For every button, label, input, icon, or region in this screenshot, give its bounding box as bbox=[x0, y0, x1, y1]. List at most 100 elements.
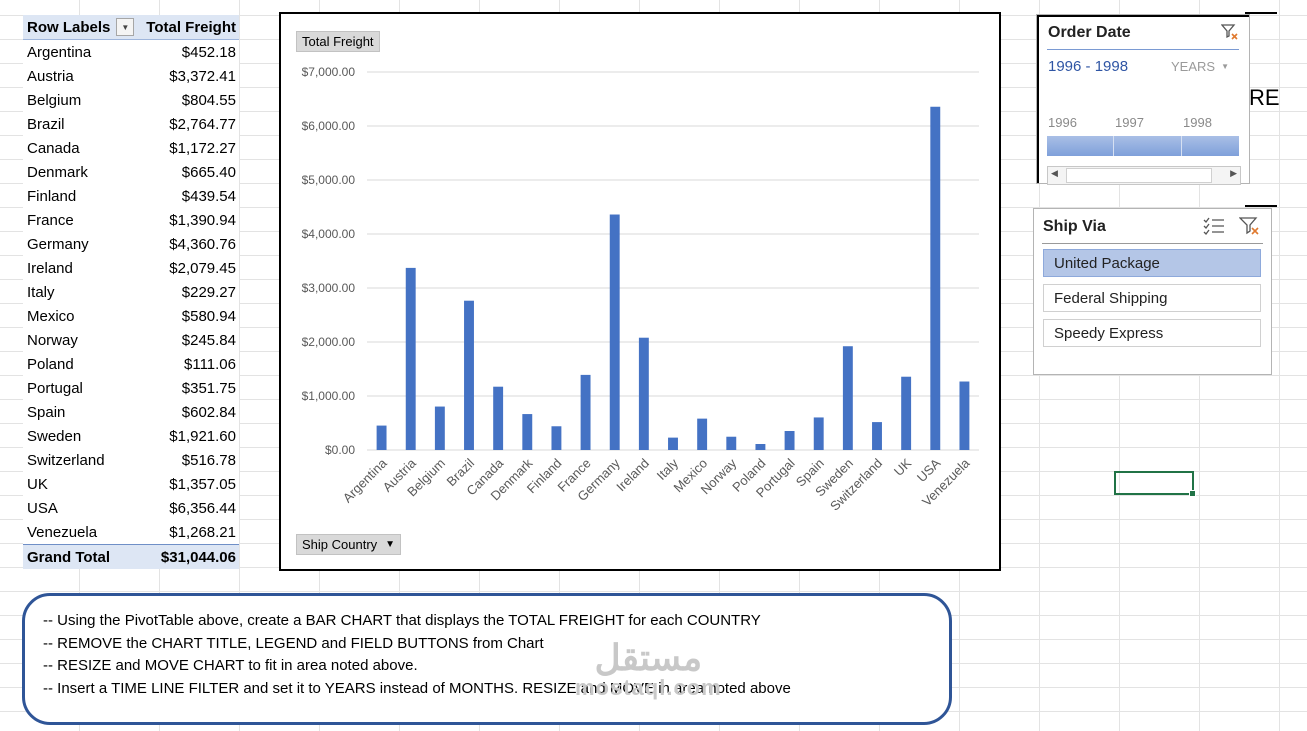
bar-sweden bbox=[842, 346, 853, 450]
clipped-cell-text: RE bbox=[1249, 85, 1280, 110]
pivot-row-value: $665.40 bbox=[181, 163, 236, 181]
pivot-header-row: Row Labels ▼ Total Freight bbox=[23, 15, 239, 40]
bar-argentina bbox=[376, 425, 387, 450]
instruction-line: -- Insert a TIME LINE FILTER and set it … bbox=[43, 679, 791, 697]
watermark: مستقل mostaql.com bbox=[575, 637, 722, 700]
scrollbar-thumb[interactable] bbox=[1066, 168, 1212, 183]
bar-spain bbox=[813, 417, 824, 450]
pivot-row-value: $2,764.77 bbox=[169, 115, 236, 133]
pivot-row-value: $2,079.45 bbox=[169, 259, 236, 277]
timeline-range: 1996 - 1998 bbox=[1048, 58, 1129, 75]
pivot-row-label: USA bbox=[27, 499, 58, 517]
scroll-left-icon[interactable]: ◀ bbox=[1051, 168, 1058, 178]
slicer-item[interactable]: United Package bbox=[1043, 249, 1261, 277]
order-date-timeline[interactable]: Order Date 1996 - 1998 YEARS ▼ 1996 1997… bbox=[1036, 14, 1250, 185]
bar-canada bbox=[493, 386, 504, 450]
bar-mexico bbox=[697, 418, 708, 450]
row-labels-header: Row Labels bbox=[27, 18, 111, 36]
filter-clear-icon[interactable] bbox=[1220, 23, 1239, 46]
pivot-row-value: $229.27 bbox=[181, 283, 236, 301]
y-tick-label: $0.00 bbox=[325, 443, 355, 457]
pivot-row: Germany $4,360.76 bbox=[23, 232, 239, 256]
pivot-row-label: Austria bbox=[27, 67, 74, 85]
timeline-selection-bar[interactable] bbox=[1047, 136, 1239, 156]
pivot-row-label: Argentina bbox=[27, 43, 92, 61]
bar-ireland bbox=[638, 337, 649, 450]
instructions-box: -- Using the PivotTable above, create a … bbox=[22, 593, 952, 725]
pivot-row: Switzerland $516.78 bbox=[23, 448, 239, 472]
pivot-row-value: $439.54 bbox=[181, 187, 236, 205]
pivot-row: UK $1,357.05 bbox=[23, 472, 239, 496]
bar-germany bbox=[609, 214, 620, 450]
pivot-row: Norway $245.84 bbox=[23, 328, 239, 352]
multi-select-icon[interactable] bbox=[1203, 216, 1225, 241]
pivot-row: Spain $602.84 bbox=[23, 400, 239, 424]
row-labels-filter-button[interactable]: ▼ bbox=[116, 18, 135, 36]
x-tick-label: Ireland bbox=[613, 456, 652, 495]
pivot-row-label: Finland bbox=[27, 187, 77, 205]
y-tick-label: $3,000.00 bbox=[302, 281, 356, 295]
pivot-row-value: $516.78 bbox=[181, 451, 236, 469]
ship-country-field-button[interactable]: Ship Country ▼ bbox=[296, 534, 402, 555]
pivot-row-label: Mexico bbox=[27, 307, 75, 325]
pivot-row-label: Canada bbox=[27, 139, 80, 157]
pivot-row: France $1,390.94 bbox=[23, 208, 239, 232]
bar-norway bbox=[726, 436, 737, 450]
y-tick-label: $7,000.00 bbox=[302, 65, 356, 79]
timeline-year-1997: 1997 bbox=[1115, 115, 1144, 130]
y-tick-label: $5,000.00 bbox=[302, 173, 356, 187]
pivot-row: Canada $1,172.27 bbox=[23, 136, 239, 160]
timeline-title: Order Date bbox=[1048, 24, 1131, 41]
pivot-row-label: Denmark bbox=[27, 163, 88, 181]
pivot-row-label: Belgium bbox=[27, 91, 82, 109]
y-tick-label: $2,000.00 bbox=[302, 335, 356, 349]
slicer-title: Ship Via bbox=[1043, 218, 1106, 235]
pivot-row-value: $452.18 bbox=[181, 43, 236, 61]
chevron-down-icon: ▼ bbox=[1221, 62, 1229, 71]
pivot-row-value: $602.84 bbox=[181, 403, 236, 421]
chevron-down-icon: ▼ bbox=[385, 539, 396, 550]
scroll-right-icon[interactable]: ▶ bbox=[1230, 168, 1237, 178]
pivot-row-label: Poland bbox=[27, 355, 74, 373]
filter-clear-icon[interactable] bbox=[1238, 216, 1261, 241]
x-tick-label: UK bbox=[891, 455, 915, 479]
instruction-line: -- Using the PivotTable above, create a … bbox=[43, 612, 761, 629]
bar-portugal bbox=[784, 431, 795, 450]
slicer-item[interactable]: Federal Shipping bbox=[1043, 284, 1261, 312]
pivot-row: USA $6,356.44 bbox=[23, 496, 239, 520]
pivot-row-value: $1,357.05 bbox=[169, 475, 236, 493]
instruction-line: -- RESIZE and MOVE CHART to fit in area … bbox=[43, 657, 418, 674]
chart-plot-area: $0.00 $1,000.00 $2,000.00 $3,000.00 $4,000.0… bbox=[302, 65, 979, 514]
bar-brazil bbox=[464, 300, 474, 450]
bar-italy bbox=[668, 437, 678, 450]
y-tick-label: $4,000.00 bbox=[302, 227, 356, 241]
active-cell[interactable] bbox=[1114, 471, 1196, 497]
total-freight-field-button[interactable]: Total Freight bbox=[296, 31, 380, 52]
pivot-row-value: $6,356.44 bbox=[169, 499, 236, 517]
pivot-row: Sweden $1,921.60 bbox=[23, 424, 239, 448]
pivot-row-value: $4,360.76 bbox=[169, 235, 236, 253]
timeline-scrollbar[interactable]: ◀ ▶ bbox=[1047, 166, 1241, 185]
pivot-row: Venezuela $1,268.21 bbox=[23, 520, 239, 544]
pivot-row-value: $245.84 bbox=[181, 331, 236, 349]
y-tick-label: $6,000.00 bbox=[302, 119, 356, 133]
pivot-row: Italy $229.27 bbox=[23, 280, 239, 304]
bar-switzerland bbox=[872, 422, 882, 450]
pivot-row: Mexico $580.94 bbox=[23, 304, 239, 328]
pivot-row-label: UK bbox=[27, 475, 48, 493]
pivot-row-label: Brazil bbox=[27, 115, 65, 133]
pivot-row: Poland $111.06 bbox=[23, 352, 239, 376]
slicer-item[interactable]: Speedy Express bbox=[1043, 319, 1261, 347]
pivot-table: Row Labels ▼ Total Freight Argentina $452… bbox=[23, 15, 239, 569]
pivot-row-label: France bbox=[27, 211, 74, 229]
grand-total-row: Grand Total $31,044.06 bbox=[23, 544, 239, 569]
pivot-row-label: Spain bbox=[27, 403, 66, 421]
ship-via-slicer[interactable]: Ship Via United Package Federal Shipping S… bbox=[1033, 208, 1272, 375]
pivot-row: Brazil $2,764.77 bbox=[23, 112, 239, 136]
pivot-row-label: Venezuela bbox=[27, 523, 98, 541]
bar-poland bbox=[755, 444, 766, 450]
timeline-level-dropdown[interactable]: YEARS ▼ bbox=[1171, 59, 1229, 74]
pivot-row-value: $111.06 bbox=[184, 355, 236, 373]
freight-bar-chart[interactable]: Total Freight $0.00 $1,000.00 $2,000.00 $3,… bbox=[279, 12, 1001, 571]
bar-finland bbox=[551, 426, 562, 450]
